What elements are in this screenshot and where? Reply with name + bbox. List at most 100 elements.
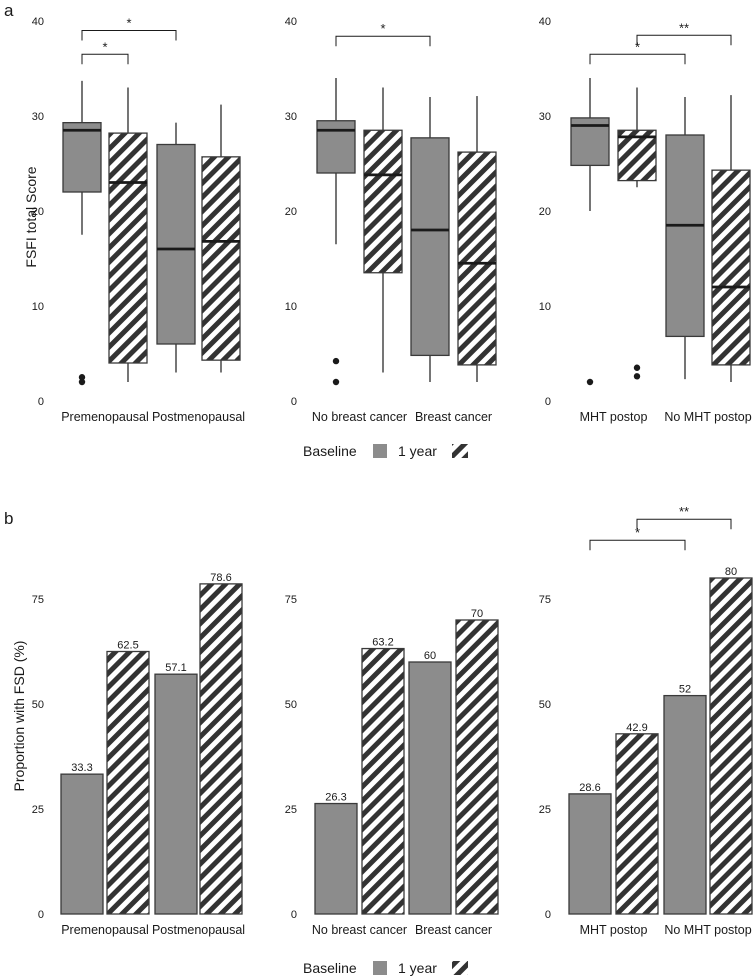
a1-premenopausal-baseline-outlier-1: [78, 374, 86, 381]
legend-b-baseline-label: Baseline: [303, 960, 357, 976]
panel-a-letter: a: [4, 1, 14, 20]
a1-ytick-40: 40: [32, 16, 44, 28]
a1-postmenopausal-1-year-iqr: [201, 156, 241, 361]
a3-mht-postop-1-year-outlier-1: [633, 364, 641, 371]
a2-no-breast-cancer-baseline-iqr: [316, 120, 356, 174]
a1-bracket-1: [81, 30, 177, 41]
a3-ytick-0: 0: [545, 396, 551, 408]
b3-xlabel-no-mht-postop: No MHT postop: [664, 923, 751, 937]
a1-premenopausal-1-year-iqr: [108, 132, 148, 364]
legend-a-baseline-label: Baseline: [303, 443, 357, 459]
a3-mht-postop-baseline-outlier-0: [586, 378, 594, 386]
b1-postmenopausal-1-year-bar: [199, 583, 243, 915]
b1-ytick-25: 25: [32, 804, 44, 816]
b1-postmenopausal-baseline-value-label: 57.1: [165, 662, 186, 674]
b3-ytick-75: 75: [539, 594, 551, 606]
a2-no-breast-cancer-baseline-outlier-1: [332, 357, 340, 365]
b2-no-breast-cancer-1-year-value-label: 63.2: [372, 637, 393, 649]
a1-xlabel-postmenopausal: Postmenopausal: [152, 410, 245, 424]
b3-bracket-1-label: **: [679, 504, 689, 519]
chart-b-breast-cancer: 0 25 50 75 No breast cancer Breast cancer 26.3…: [285, 594, 499, 937]
b1-xlabel-premenopausal: Premenopausal: [61, 923, 149, 937]
a1-bracket-0-label: *: [102, 39, 107, 54]
a1-premenopausal-baseline-outlier-0: [78, 378, 86, 386]
panel-b-letter: b: [4, 509, 13, 528]
b1-premenopausal-1-year-value-label: 62.5: [117, 640, 138, 652]
b1-ytick-75: 75: [32, 594, 44, 606]
legend-a-1year-label: 1 year: [398, 443, 437, 459]
a1-ytick-10: 10: [32, 301, 44, 313]
a1-premenopausal-baseline-iqr: [62, 122, 102, 193]
a1-postmenopausal-baseline-box: [156, 122, 196, 373]
b3-bracket-1: [636, 518, 732, 530]
a3-no-mht-postop-1-year-iqr: [711, 169, 751, 366]
a3-ytick-20: 20: [539, 206, 551, 218]
panel-a-ylabel: FSFI total Score: [23, 166, 39, 267]
a2-no-breast-cancer-baseline-box: [316, 78, 356, 386]
legend-b-1year-label: 1 year: [398, 960, 437, 976]
b2-xlabel-no-breast-cancer: No breast cancer: [312, 923, 407, 937]
a3-mht-postop-1-year-box: [617, 87, 657, 380]
b3-mht-postop-baseline-bar: [568, 793, 612, 915]
b2-xlabel-breast-cancer: Breast cancer: [415, 923, 492, 937]
b3-bracket-0: [589, 539, 686, 551]
b3-mht-postop-1-year-bar: [615, 733, 659, 915]
a2-no-breast-cancer-1-year-box: [363, 87, 403, 373]
legend-a-baseline-swatch: [373, 444, 387, 458]
a2-breast-cancer-1-year-iqr: [457, 151, 497, 366]
b2-no-breast-cancer-1-year-bar: [361, 647, 405, 915]
b3-ytick-25: 25: [539, 804, 551, 816]
b2-ytick-75: 75: [285, 594, 297, 606]
chart-a-premenopausal-postmenopausal: 0 10 20 30 40 Premenopausal Postmenopausal * *: [32, 16, 245, 425]
b3-ytick-50: 50: [539, 699, 551, 711]
a2-ytick-40: 40: [285, 16, 297, 28]
b2-breast-cancer-1-year-bar: [455, 619, 499, 915]
a3-no-mht-postop-baseline-iqr: [665, 134, 705, 338]
panel-b-ylabel: Proportion with FSD (%): [11, 641, 27, 792]
b1-postmenopausal-baseline-bar: [154, 673, 198, 915]
b1-premenopausal-baseline-value-label: 33.3: [71, 762, 92, 774]
b3-no-mht-postop-1-year-value-label: 80: [725, 566, 737, 578]
legend-b-baseline-swatch: [373, 961, 387, 975]
b3-ytick-0: 0: [545, 909, 551, 921]
a2-bracket-0-label: *: [380, 21, 385, 36]
b2-breast-cancer-1-year-value-label: 70: [471, 608, 483, 620]
a3-bracket-0: [589, 53, 686, 65]
a3-ytick-40: 40: [539, 16, 551, 28]
b3-mht-postop-1-year-value-label: 42.9: [626, 722, 647, 734]
b3-no-mht-postop-baseline-bar: [663, 694, 707, 915]
a2-breast-cancer-baseline-box: [410, 97, 450, 382]
b2-breast-cancer-baseline-value-label: 60: [424, 650, 436, 662]
a2-ytick-30: 30: [285, 111, 297, 123]
b2-breast-cancer-baseline-bar: [408, 661, 452, 915]
a2-xlabel-breast-cancer: Breast cancer: [415, 410, 492, 424]
b3-no-mht-postop-baseline-value-label: 52: [679, 684, 691, 696]
b1-postmenopausal-1-year-value-label: 78.6: [210, 572, 231, 584]
a3-mht-postop-1-year-outlier-0: [633, 373, 641, 380]
b3-xlabel-mht-postop: MHT postop: [580, 923, 648, 937]
a1-premenopausal-baseline-box: [62, 80, 102, 386]
b3-mht-postop-baseline-value-label: 28.6: [579, 782, 600, 794]
a2-bracket-0: [335, 35, 431, 47]
a1-ytick-30: 30: [32, 111, 44, 123]
a2-ytick-10: 10: [285, 301, 297, 313]
a1-postmenopausal-baseline-iqr: [156, 143, 196, 345]
a1-postmenopausal-1-year-box: [201, 104, 241, 373]
legend-a-1year-swatch: [452, 444, 468, 458]
a2-breast-cancer-baseline-iqr: [410, 137, 450, 357]
b2-ytick-25: 25: [285, 804, 297, 816]
chart-b-premenopausal-postmenopausal: 0 25 50 75 Premenopausal Postmenopausal 33.3 62…: [32, 572, 245, 937]
legend-b-1year-swatch: [452, 961, 468, 975]
b2-ytick-0: 0: [291, 909, 297, 921]
a2-xlabel-no-breast-cancer: No breast cancer: [312, 410, 407, 424]
a3-bracket-1: [636, 34, 732, 46]
a1-ytick-20: 20: [32, 206, 44, 218]
a3-ytick-10: 10: [539, 301, 551, 313]
legend-b: Baseline 1 year: [303, 960, 468, 976]
a3-xlabel-no-mht-postop: No MHT postop: [664, 410, 751, 424]
a3-mht-postop-baseline-box: [570, 78, 610, 386]
b1-premenopausal-baseline-bar: [60, 773, 104, 915]
a3-ytick-30: 30: [539, 111, 551, 123]
